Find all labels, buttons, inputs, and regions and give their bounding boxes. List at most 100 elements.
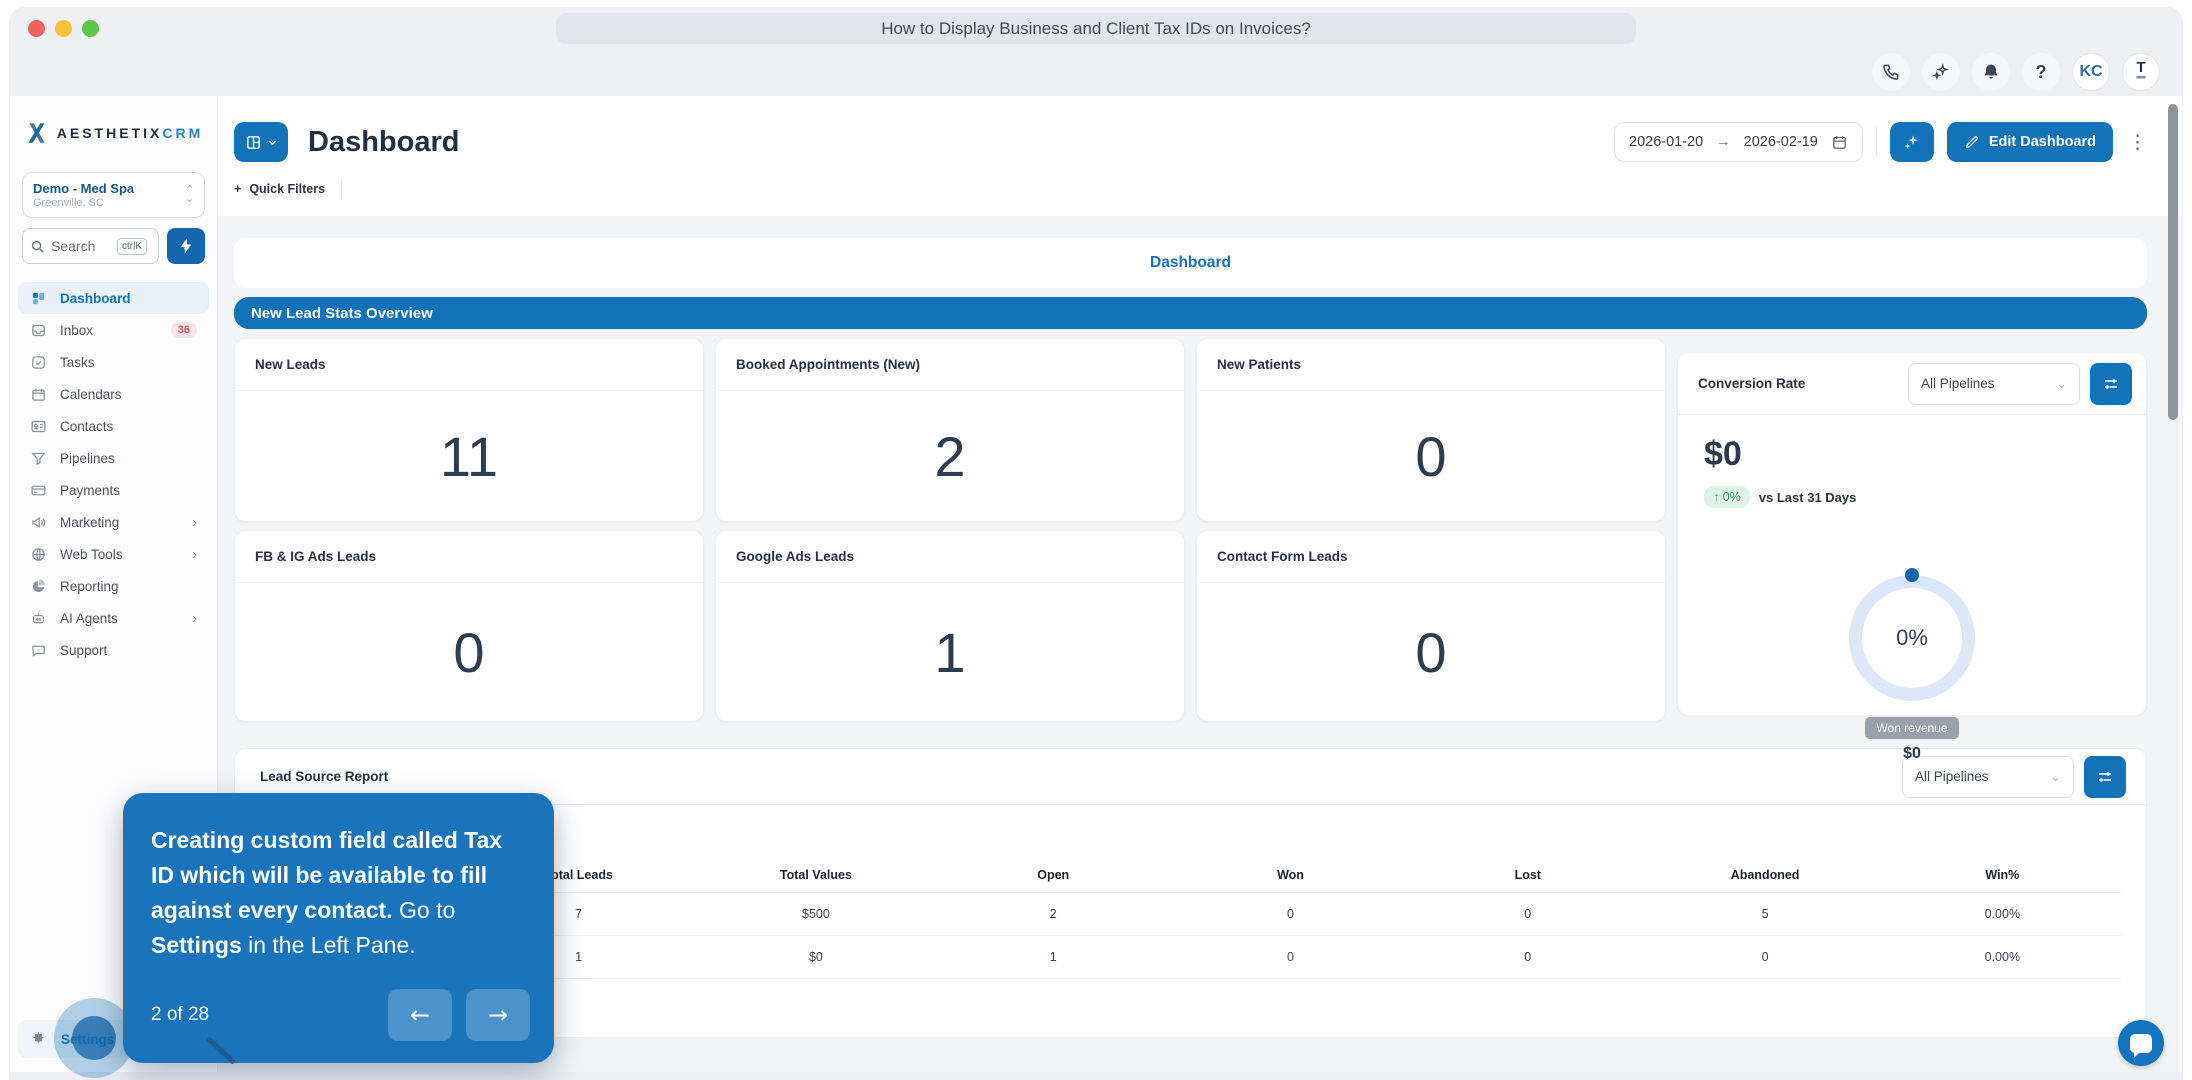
tour-popup: Creating custom field called Tax ID whic…: [123, 793, 554, 1063]
sidebar-item-dashboard[interactable]: Dashboard: [18, 282, 209, 314]
stat-card-booked-appointments: Booked Appointments (New) 2: [715, 338, 1185, 522]
pipeline-filter-select[interactable]: All Pipelines ⌄: [1908, 363, 2080, 405]
aesthetix-logo-mark: [24, 120, 50, 146]
sidebar-item-support[interactable]: Support: [18, 634, 209, 666]
search-input[interactable]: ctrlK: [22, 228, 159, 264]
page-title: Dashboard: [308, 126, 459, 159]
section-banner: New Lead Stats Overview: [234, 297, 2147, 329]
tab-dashboard[interactable]: Dashboard: [1150, 254, 1231, 272]
stat-card-value: 11: [235, 391, 703, 521]
chevron-right-icon: ›: [192, 514, 197, 531]
stat-card-title: Contact Form Leads: [1197, 531, 1665, 583]
dashboard-icon: [30, 290, 47, 307]
stat-card-contact-form: Contact Form Leads 0: [1196, 530, 1666, 722]
column-header: Total Values: [697, 868, 934, 882]
delta-label: vs Last 31 Days: [1759, 490, 1857, 505]
edit-dashboard-button[interactable]: Edit Dashboard: [1947, 122, 2113, 162]
stat-card-new-patients: New Patients 0: [1196, 338, 1666, 522]
won-revenue-tooltip: Won revenue: [1865, 717, 1958, 739]
chat-widget-button[interactable]: [2118, 1020, 2164, 1066]
stat-card-title: FB & IG Ads Leads: [235, 531, 703, 583]
ai-agents-icon: [30, 610, 47, 627]
conversion-donut-chart: 0% Won revenue $0: [1678, 575, 2146, 763]
marketing-icon: [30, 514, 47, 531]
tour-prev-button[interactable]: ←: [388, 989, 452, 1041]
sidebar-item-inbox[interactable]: Inbox 36: [18, 314, 209, 346]
arrow-right-icon: →: [488, 1001, 508, 1029]
traffic-lights: [28, 20, 99, 37]
tour-step-counter: 2 of 28: [151, 1004, 209, 1026]
user-avatar[interactable]: KC: [2072, 53, 2110, 91]
sparkles-icon: [1902, 133, 1921, 152]
sparkles-icon[interactable]: [1922, 53, 1960, 91]
won-revenue-value: $0: [1903, 745, 1921, 763]
column-header: Abandoned: [1646, 868, 1883, 882]
sidebar-item-payments[interactable]: Payments: [18, 474, 209, 506]
more-options-button[interactable]: ⋮: [2128, 131, 2147, 153]
help-icon[interactable]: ?: [2022, 53, 2060, 91]
chevron-right-icon: ›: [192, 546, 197, 563]
date-to[interactable]: 2026-02-19: [1744, 134, 1818, 150]
zoom-window-button[interactable]: [82, 20, 99, 37]
pipelines-icon: [30, 450, 47, 467]
tour-text: Creating custom field called Tax ID whic…: [151, 823, 526, 963]
column-header: Won: [1172, 868, 1409, 882]
scrollbar[interactable]: [2168, 104, 2178, 420]
arrow-left-icon: ←: [410, 1001, 430, 1029]
stat-card-value: 0: [1197, 391, 1665, 521]
tour-next-button[interactable]: →: [466, 989, 530, 1041]
sidebar-item-ai-agents[interactable]: AI Agents ›: [18, 602, 209, 634]
column-header: Open: [935, 868, 1172, 882]
stat-card-title: Booked Appointments (New): [716, 339, 1184, 391]
chevron-down-icon: ⌄: [2056, 376, 2067, 392]
conversion-rate-card: Conversion Rate All Pipelines ⌄ $0: [1677, 352, 2147, 716]
column-header: Win%: [1884, 868, 2121, 882]
quick-filters-button[interactable]: Quick Filters: [249, 182, 325, 196]
chevron-down-icon: [267, 137, 278, 148]
chevron-updown-icon: ⌃⌄: [185, 186, 194, 204]
dashboard-layout-button[interactable]: [234, 122, 288, 162]
org-avatar[interactable]: T▃▃: [2122, 53, 2160, 91]
delta-badge: ↑ 0%: [1704, 486, 1750, 508]
sidebar-item-pipelines[interactable]: Pipelines: [18, 442, 209, 474]
account-switcher[interactable]: Demo - Med Spa Greenville, SC ⌃⌄: [22, 172, 205, 218]
bell-icon[interactable]: [1972, 53, 2010, 91]
conversion-title: Conversion Rate: [1698, 376, 1898, 391]
sidebar-item-contacts[interactable]: Contacts: [18, 410, 209, 442]
close-window-button[interactable]: [28, 20, 45, 37]
sliders-icon: [2096, 768, 2114, 786]
chevron-right-icon: ›: [192, 610, 197, 627]
column-header: Lost: [1409, 868, 1646, 882]
tour-spotlight-inner: [72, 1016, 116, 1060]
arrow-right-icon: →: [1716, 134, 1731, 150]
sidebar-item-tasks[interactable]: Tasks: [18, 346, 209, 378]
lead-source-title: Lead Source Report: [260, 769, 1892, 784]
stat-card-title: New Leads: [235, 339, 703, 391]
pencil-icon: [1964, 134, 1980, 150]
sidebar-item-reporting[interactable]: Reporting: [18, 570, 209, 602]
minimize-window-button[interactable]: [55, 20, 72, 37]
divider: [341, 178, 342, 200]
sidebar-item-marketing[interactable]: Marketing ›: [18, 506, 209, 538]
lightning-icon: [177, 237, 195, 255]
sidebar-item-web-tools[interactable]: Web Tools ›: [18, 538, 209, 570]
inbox-icon: [30, 322, 47, 339]
divider: [1876, 127, 1877, 157]
contacts-icon: [30, 418, 47, 435]
search-shortcut: ctrlK: [117, 238, 147, 255]
chart-settings-button[interactable]: [2090, 363, 2132, 405]
quick-action-button[interactable]: [167, 228, 205, 264]
date-range-picker[interactable]: 2026-01-20 → 2026-02-19: [1614, 122, 1863, 162]
conversion-amount: $0: [1704, 435, 2146, 474]
stat-card-value: 1: [716, 583, 1184, 721]
sidebar-item-calendars[interactable]: Calendars: [18, 378, 209, 410]
stat-card-value: 0: [1197, 583, 1665, 721]
reporting-icon: [30, 578, 47, 595]
ai-assist-button[interactable]: [1890, 122, 1934, 162]
search-icon: [30, 239, 45, 254]
date-from[interactable]: 2026-01-20: [1629, 134, 1703, 150]
donut-percentage: 0%: [1896, 625, 1928, 651]
payments-icon: [30, 482, 47, 499]
phone-icon[interactable]: [1872, 53, 1910, 91]
account-name: Demo - Med Spa: [33, 181, 185, 196]
